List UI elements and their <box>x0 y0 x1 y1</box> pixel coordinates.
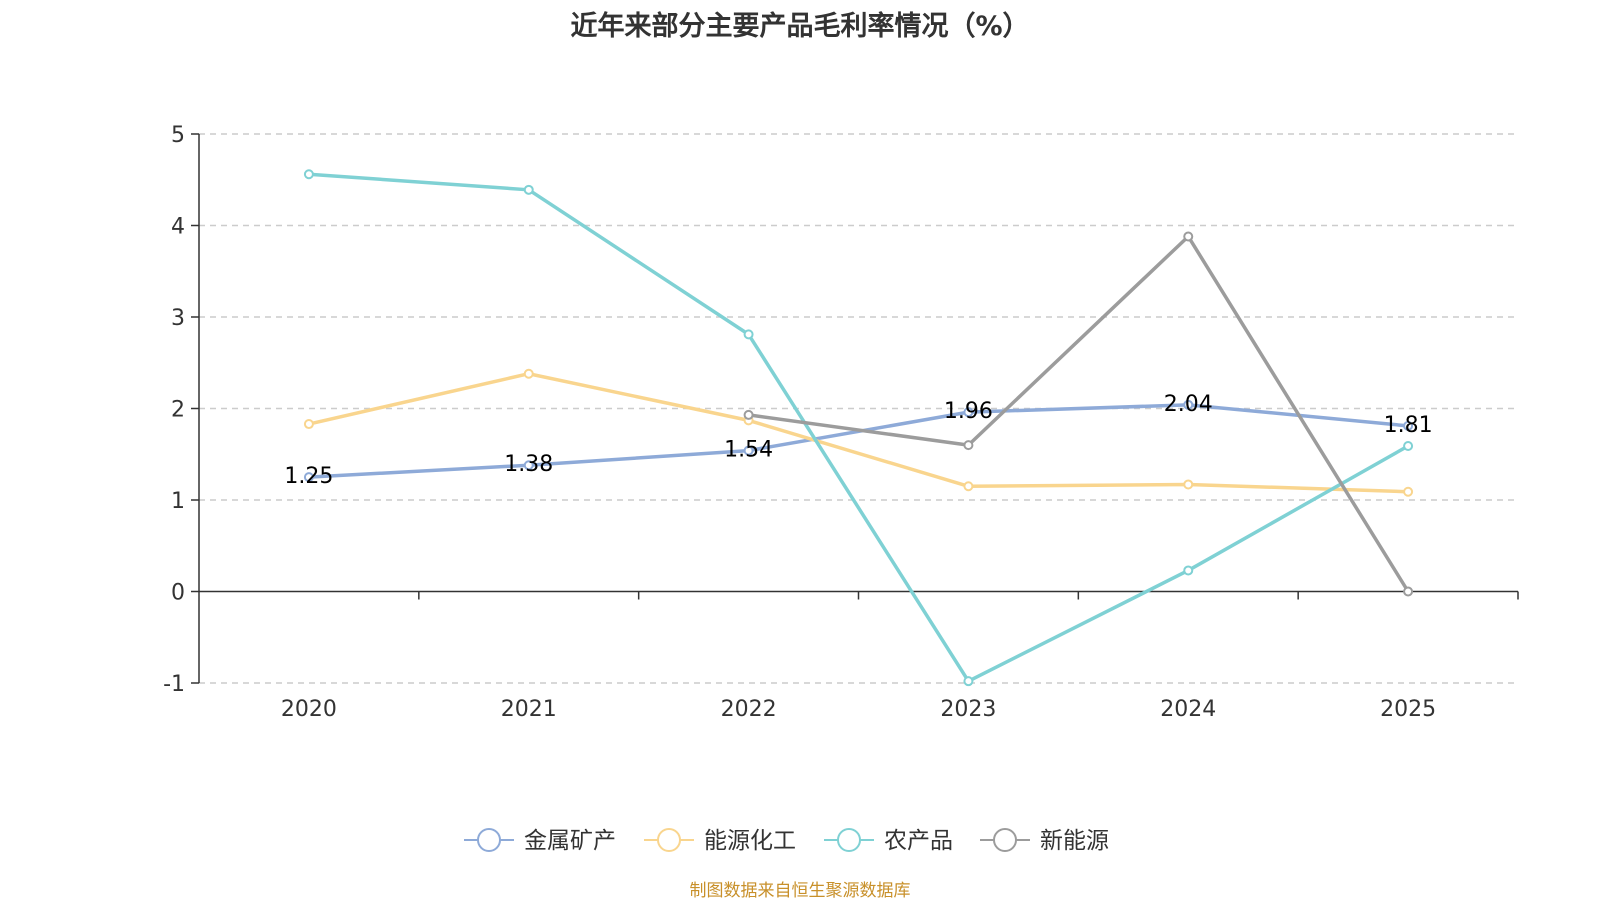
data-point[interactable] <box>1183 479 1194 490</box>
series-2 <box>303 169 1414 687</box>
x-tick-label: 2022 <box>721 697 777 722</box>
data-point[interactable] <box>523 184 534 195</box>
data-point[interactable] <box>1403 586 1414 597</box>
legend-marker <box>657 828 681 852</box>
series-line <box>308 371 1409 494</box>
data-label: 1.38 <box>504 452 553 477</box>
legend-label: 新能源 <box>1040 828 1109 854</box>
data-point[interactable] <box>1183 565 1194 576</box>
data-point[interactable] <box>743 329 754 340</box>
y-tick-label: 3 <box>171 306 185 331</box>
legend-marker <box>477 828 501 852</box>
y-tick-label: 5 <box>171 123 185 148</box>
data-point[interactable] <box>963 676 974 687</box>
y-tick-label: 0 <box>171 581 185 606</box>
series-0 <box>303 399 1414 483</box>
series-line <box>308 403 1409 479</box>
data-label: 1.25 <box>284 464 333 489</box>
axes: -1 0 1 2 3 4 5 2020 2021 2022 2023 2024 2025 <box>163 123 1519 722</box>
grid-lines <box>199 133 1518 684</box>
legend-marker <box>837 828 861 852</box>
legend-label: 农产品 <box>884 828 953 854</box>
data-point[interactable] <box>963 481 974 492</box>
series-line <box>748 234 1410 593</box>
y-tick-label: -1 <box>163 672 185 697</box>
legend-item-0[interactable]: 金属矿产 <box>464 828 616 854</box>
data-point[interactable] <box>743 409 754 420</box>
legend-item-1[interactable]: 能源化工 <box>644 828 796 854</box>
legend-label: 能源化工 <box>704 828 796 854</box>
y-tick-label: 1 <box>171 489 185 514</box>
data-point[interactable] <box>1403 441 1414 452</box>
x-tick-label: 2020 <box>281 697 337 722</box>
x-tick-label: 2023 <box>940 697 996 722</box>
legend-marker <box>993 828 1017 852</box>
series-line <box>308 172 1409 683</box>
data-labels: 1.25 1.38 1.54 1.96 2.04 1.81 <box>284 392 1432 489</box>
series-lines <box>303 169 1414 687</box>
data-label: 2.04 <box>1164 392 1213 417</box>
x-tick-label: 2025 <box>1380 697 1436 722</box>
legend-label: 金属矿产 <box>524 828 616 854</box>
legend-item-2[interactable]: 农产品 <box>824 828 953 854</box>
chart-title: 近年来部分主要产品毛利率情况（%） <box>570 11 1030 42</box>
data-label: 1.96 <box>944 399 993 424</box>
data-point[interactable] <box>963 407 974 418</box>
series-3 <box>743 231 1414 597</box>
data-point[interactable] <box>963 440 974 451</box>
data-point[interactable] <box>1403 420 1414 431</box>
source-note: 制图数据来自恒生聚源数据库 <box>689 881 911 901</box>
y-tick-label: 4 <box>171 215 185 240</box>
data-point[interactable] <box>1403 486 1414 497</box>
legend-item-3[interactable]: 新能源 <box>980 828 1109 854</box>
data-point[interactable] <box>743 445 754 456</box>
x-tick-label: 2024 <box>1160 697 1216 722</box>
data-point[interactable] <box>1183 399 1194 410</box>
y-tick-label: 2 <box>171 398 185 423</box>
data-label: 1.54 <box>724 438 773 463</box>
data-point[interactable] <box>303 169 314 180</box>
legend[interactable]: 金属矿产 能源化工 农产品 新能源 <box>464 828 1109 854</box>
data-point[interactable] <box>303 419 314 430</box>
x-tick-label: 2021 <box>501 697 557 722</box>
data-point[interactable] <box>303 472 314 483</box>
data-point[interactable] <box>1183 231 1194 242</box>
series-1 <box>303 368 1414 497</box>
data-label: 1.81 <box>1384 413 1433 438</box>
data-point[interactable] <box>523 460 534 471</box>
data-point[interactable] <box>523 368 534 379</box>
